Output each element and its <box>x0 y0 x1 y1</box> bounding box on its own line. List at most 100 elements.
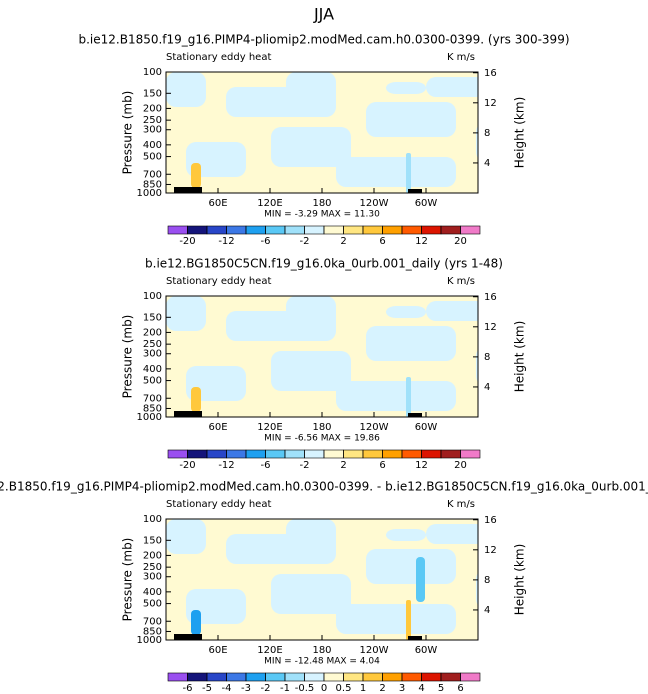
colorbar-box <box>167 449 188 459</box>
y-tick-label: 850 <box>143 403 162 414</box>
y2-tick-label: 16 <box>484 292 497 303</box>
colorbar-box <box>343 225 364 235</box>
y2-tick-label: 12 <box>484 98 497 109</box>
colorbar-label: -3 <box>241 683 251 694</box>
x-tick-label: 120E <box>257 198 282 209</box>
field-patch <box>406 600 411 640</box>
topography <box>408 189 422 193</box>
x-tick-label: 60E <box>208 645 227 656</box>
field-patch <box>476 350 478 382</box>
y-tick-label: 400 <box>143 364 162 375</box>
y-tick-label: 250 <box>143 562 162 573</box>
y-tick-label: 200 <box>143 103 162 114</box>
y-tick-label: 400 <box>143 587 162 598</box>
colorbar-label: -20 <box>179 460 195 471</box>
colorbar-box <box>226 225 247 235</box>
colorbar-box <box>284 672 305 682</box>
y-tick-label: 150 <box>143 312 162 323</box>
colorbar-label: -6 <box>261 236 271 247</box>
y-tick-label: 300 <box>143 572 162 583</box>
colorbar-box <box>323 225 344 235</box>
x-tick-label: 120W <box>360 198 389 209</box>
colorbar-box <box>382 672 403 682</box>
stats: MIN = -6.56 MAX = 19.86 <box>264 434 380 444</box>
y-tick-label: 300 <box>143 349 162 360</box>
y2-tick-label: 8 <box>484 128 490 139</box>
y-tick-label: 250 <box>143 339 162 350</box>
colorbar-box <box>284 225 305 235</box>
y-tick-label: 100 <box>143 514 162 525</box>
y-axis-title: Pressure (mb) <box>121 315 135 399</box>
y2-tick-label: 8 <box>484 352 490 363</box>
topography <box>174 187 202 193</box>
field-patch <box>166 296 206 331</box>
colorbar-label: -5 <box>202 683 212 694</box>
y-tick-label: 1000 <box>137 412 162 423</box>
y2-tick-label: 4 <box>484 158 490 169</box>
right-label: K m/s <box>447 52 475 63</box>
colorbar-box <box>362 672 383 682</box>
field-patch <box>476 126 478 158</box>
colorbar-label: 1 <box>360 683 366 694</box>
colorbar-label: 2 <box>340 236 346 247</box>
colorbar-box <box>187 225 208 235</box>
y2-axis-title: Height (km) <box>513 97 527 168</box>
colorbar-label: 12 <box>415 460 428 471</box>
topography <box>408 413 422 417</box>
colorbar-label: 0.5 <box>336 683 352 694</box>
x-tick-label: 180 <box>312 422 331 433</box>
colorbar-box <box>323 449 344 459</box>
field-patch <box>286 72 336 117</box>
y-tick-label: 700 <box>143 393 162 404</box>
colorbar-box <box>265 449 286 459</box>
colorbar-box <box>421 672 442 682</box>
colorbar-box <box>401 225 422 235</box>
y-tick-label: 700 <box>143 169 162 180</box>
panel-title: b.ie12.B1850.f19_g16.PIMP4-pliomip2.modM… <box>0 480 648 494</box>
colorbar-box <box>206 449 227 459</box>
colorbar-box <box>460 672 481 682</box>
colorbar-label: -6 <box>261 460 271 471</box>
field-patch <box>406 153 411 193</box>
left-label: Stationary eddy heat <box>166 52 271 63</box>
field-patch <box>386 306 426 318</box>
colorbar-label: -2 <box>300 236 310 247</box>
colorbar-label: -4 <box>222 683 232 694</box>
field-patch <box>426 301 478 321</box>
colorbar-label: 12 <box>415 236 428 247</box>
colorbar-box <box>382 225 403 235</box>
field-patch <box>476 573 478 605</box>
colorbar-box <box>226 449 247 459</box>
colorbar-box <box>245 225 266 235</box>
field-patch <box>386 529 426 541</box>
colorbar-box <box>343 449 364 459</box>
y-tick-label: 850 <box>143 626 162 637</box>
colorbar-box <box>440 225 461 235</box>
y2-tick-label: 4 <box>484 382 490 393</box>
field <box>166 72 478 193</box>
colorbar-label: -2 <box>261 683 271 694</box>
y-tick-label: 100 <box>143 291 162 302</box>
y-tick-label: 150 <box>143 535 162 546</box>
topography <box>408 636 422 640</box>
field-patch <box>191 610 201 635</box>
x-tick-label: 120E <box>257 645 282 656</box>
colorbar-box <box>401 672 422 682</box>
colorbar-box <box>284 449 305 459</box>
colorbar-box <box>421 449 442 459</box>
field <box>166 519 478 640</box>
y-tick-label: 700 <box>143 616 162 627</box>
y-tick-label: 500 <box>143 599 162 610</box>
colorbar-box <box>421 225 442 235</box>
y2-tick-label: 8 <box>484 575 490 586</box>
field-patch <box>336 157 456 187</box>
colorbar-box <box>245 449 266 459</box>
panel-title: b.ie12.B1850.f19_g16.PIMP4-pliomip2.modM… <box>78 33 569 47</box>
y-tick-label: 400 <box>143 140 162 151</box>
colorbar-label: 20 <box>454 460 467 471</box>
y-tick-label: 200 <box>143 550 162 561</box>
y-tick-label: 100 <box>143 67 162 78</box>
colorbar-label: 0 <box>321 683 327 694</box>
y-tick-label: 300 <box>143 125 162 136</box>
colorbar-box <box>460 225 481 235</box>
